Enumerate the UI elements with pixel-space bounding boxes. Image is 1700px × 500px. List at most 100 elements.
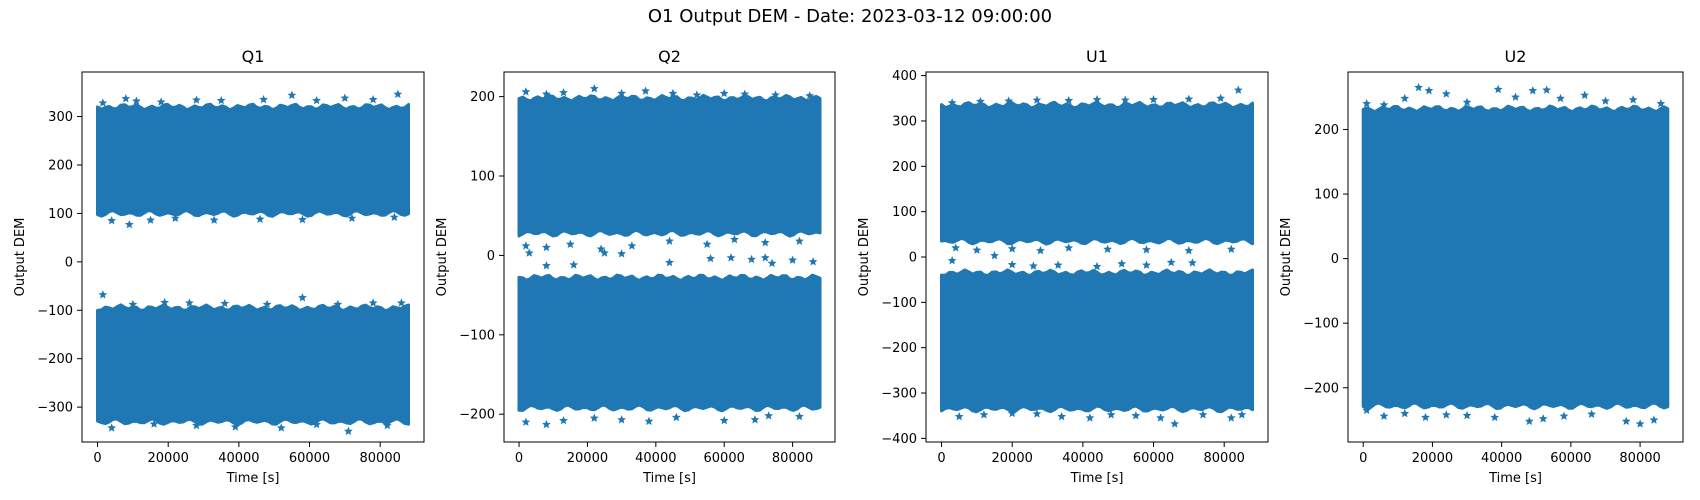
scatter-point	[600, 248, 609, 257]
scatter-point	[542, 261, 551, 270]
scatter-point	[979, 410, 989, 419]
scatter-point	[1490, 412, 1500, 422]
scatter-point	[521, 87, 531, 96]
scatter-band	[517, 93, 822, 238]
scatter-point	[1441, 410, 1451, 419]
y-tick-label: −400	[881, 432, 917, 447]
scatter-point	[627, 241, 637, 250]
scatter-point	[287, 90, 297, 99]
scatter-point	[990, 251, 999, 260]
scatter-point	[1362, 405, 1372, 415]
x-tick-label: 60000	[289, 451, 330, 466]
scatter-point	[1528, 86, 1538, 95]
scatter-point	[344, 426, 353, 436]
scatter-point	[976, 96, 985, 106]
scatter-point	[589, 84, 599, 93]
subplot-title: Q2	[658, 47, 681, 66]
scatter-point	[706, 253, 715, 263]
scatter-point	[98, 290, 108, 299]
scatter-point	[1400, 93, 1410, 103]
scatter-point	[771, 90, 780, 99]
scatter-point	[767, 258, 777, 268]
scatter-point	[665, 236, 674, 245]
y-tick-label: 0	[65, 255, 73, 270]
scatter-point	[1226, 413, 1236, 422]
scatter-point	[951, 243, 961, 252]
y-tick-label: −200	[37, 352, 73, 367]
scatter-point	[1628, 95, 1638, 104]
y-tick-label: −200	[459, 408, 495, 423]
y-tick-label: −100	[1303, 317, 1339, 332]
scatter-point	[1649, 415, 1659, 424]
x-tick-label: 20000	[567, 451, 608, 466]
scatter-point	[1414, 82, 1423, 92]
scatter-point	[788, 255, 797, 264]
y-tick-label: 200	[48, 158, 73, 173]
scatter-point	[1064, 243, 1074, 252]
y-tick-label: −100	[459, 328, 495, 343]
scatter-point	[747, 254, 756, 264]
scatter-point	[220, 298, 230, 308]
scatter-point	[1036, 246, 1045, 255]
y-tick-label: 0	[487, 249, 495, 264]
scatter-point	[333, 299, 343, 309]
x-tick-label: 0	[93, 451, 101, 466]
y-tick-label: 100	[1314, 188, 1339, 203]
y-tick-label: 400	[892, 69, 917, 84]
x-axis-label: Time [s]	[226, 471, 280, 486]
scatter-point	[1379, 411, 1389, 420]
scatter-point	[368, 95, 378, 104]
scatter-point	[347, 213, 357, 222]
scatter-point	[1462, 410, 1472, 420]
scatter-point	[146, 215, 155, 224]
scatter-point	[149, 419, 159, 428]
scatter-point	[1424, 86, 1434, 95]
scatter-point	[368, 298, 378, 307]
scatter-point	[1580, 90, 1590, 99]
scatter-point	[1542, 85, 1552, 94]
scatter-point	[671, 412, 681, 422]
scatter-point	[1064, 95, 1074, 105]
scatter-point	[1131, 411, 1141, 420]
subplot-q2: 0 20000 40000 60000 80000 −200 −100 0 100 200 Q2 Ti…	[435, 47, 836, 486]
scatter-point	[128, 299, 138, 309]
scatter-point	[1556, 93, 1565, 103]
x-tick-label: 40000	[635, 451, 676, 466]
scatter-point	[692, 90, 702, 99]
x-tick-label: 0	[1359, 451, 1367, 466]
scatter-point	[397, 298, 406, 307]
x-tick-label: 20000	[148, 451, 189, 466]
scatter-point	[1198, 410, 1208, 419]
x-tick-label: 80000	[772, 451, 813, 466]
x-tick-label: 40000	[1062, 451, 1103, 466]
scatter-point	[107, 216, 117, 225]
x-axis-label: Time [s]	[642, 471, 696, 486]
scatter-point	[1362, 99, 1372, 108]
subplot-u2: 0 20000 40000 60000 80000 −200 −100 0 100 200 U2 Ti…	[1279, 47, 1684, 486]
scatter-point	[121, 94, 131, 103]
scatter-point	[1621, 416, 1631, 426]
scatter-point	[160, 297, 170, 307]
subplot-title: U1	[1086, 47, 1108, 66]
x-tick-label: 60000	[704, 451, 745, 466]
scatter-point	[1237, 410, 1247, 419]
scatter-point	[1156, 413, 1165, 422]
x-axis-label: Time [s]	[1488, 471, 1542, 486]
scatter-point	[617, 249, 626, 258]
scatter-point	[730, 234, 739, 244]
scatter-point	[1142, 245, 1151, 254]
scatter-point	[1493, 84, 1503, 94]
scatter-point	[1053, 260, 1063, 269]
scatter-band	[96, 303, 410, 427]
y-axis-label: Output DEM	[13, 218, 28, 297]
y-axis-label: Output DEM	[435, 218, 450, 297]
scatter-point	[1601, 96, 1610, 105]
scatter-point	[521, 241, 531, 250]
scatter-point	[262, 299, 272, 309]
scatter-point	[1538, 414, 1548, 423]
y-tick-label: −300	[37, 401, 73, 416]
scatter-point	[1656, 99, 1666, 108]
scatter-point	[1092, 261, 1102, 271]
scatter-point	[569, 260, 579, 269]
